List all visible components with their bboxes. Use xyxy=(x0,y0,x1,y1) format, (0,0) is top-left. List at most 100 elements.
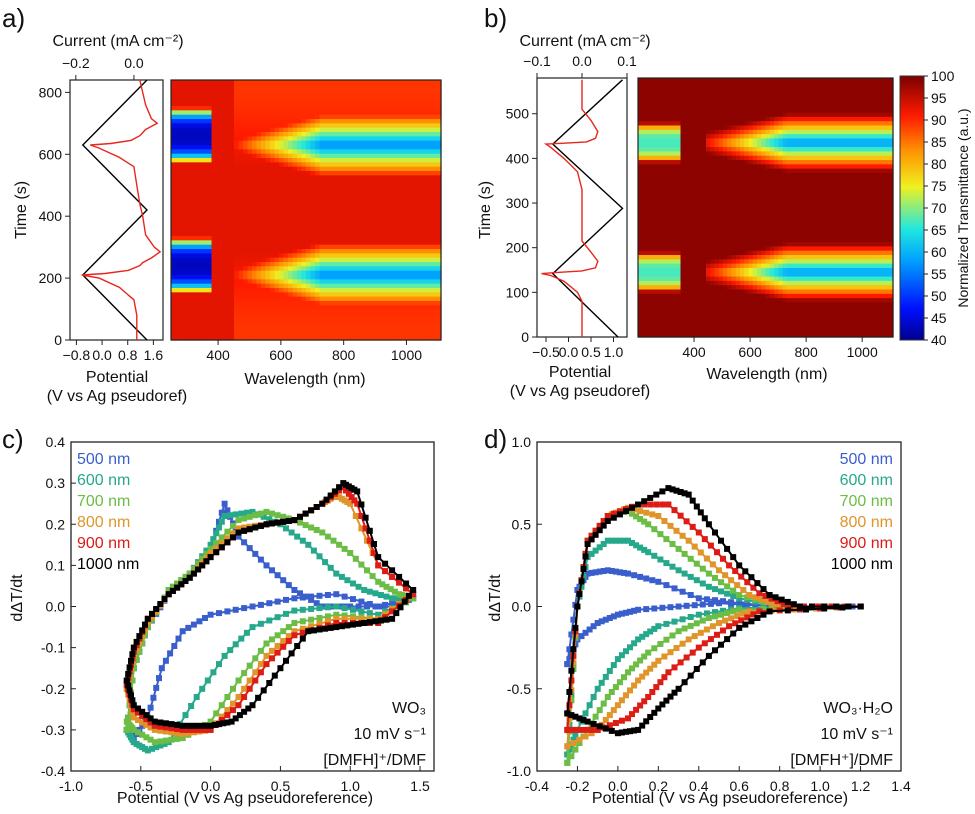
heatmap-cell xyxy=(297,292,303,298)
heatmap-cell xyxy=(706,164,711,170)
heatmap-cell xyxy=(387,153,393,159)
heatmap-cell xyxy=(718,280,724,286)
x-tick-label: −0.8 xyxy=(63,347,91,363)
heatmap-cell xyxy=(373,184,379,189)
heatmap-cell xyxy=(247,119,253,124)
heatmap-cell xyxy=(387,262,393,267)
heatmap-cell xyxy=(676,168,682,174)
heatmap-cell xyxy=(247,201,253,207)
heatmap-cell xyxy=(650,289,656,295)
heatmap-cell xyxy=(265,145,271,150)
heatmap-cell xyxy=(369,149,375,155)
heatmap-cell xyxy=(270,301,276,306)
heatmap-cell xyxy=(355,110,361,116)
heatmap-cell xyxy=(319,253,325,259)
heatmap-cell xyxy=(193,214,199,220)
heatmap-cell xyxy=(351,318,357,324)
heatmap-cell xyxy=(396,270,402,276)
heatmap-cell xyxy=(672,229,677,234)
heatmap-cell xyxy=(171,240,177,246)
heatmap-cell xyxy=(423,119,429,124)
heatmap-cell xyxy=(689,78,694,83)
heatmap-cell xyxy=(655,147,660,152)
heatmap-cell xyxy=(373,188,379,194)
heatmap-cell xyxy=(301,93,307,98)
heatmap-cell xyxy=(409,270,415,276)
heatmap-cell xyxy=(310,197,316,202)
heatmap-cell xyxy=(405,296,411,302)
heatmap-cell xyxy=(680,211,686,217)
heatmap-cell xyxy=(369,301,375,306)
heatmap-cell xyxy=(723,328,728,334)
heatmap-cell xyxy=(216,283,222,289)
heatmap-cell xyxy=(355,305,361,311)
heatmap-cell xyxy=(261,270,267,276)
heatmap-cell xyxy=(274,257,280,263)
heatmap-cell xyxy=(274,318,280,324)
heatmap-cell xyxy=(642,285,648,291)
heatmap-cell xyxy=(646,263,652,269)
heatmap-cell xyxy=(283,262,289,267)
heatmap-cell xyxy=(684,280,690,286)
heatmap-cell xyxy=(279,97,285,103)
heatmap-cell xyxy=(409,266,415,272)
heatmap-cell xyxy=(400,162,406,168)
heatmap-cell xyxy=(727,151,733,157)
heatmap-cell xyxy=(659,276,665,282)
heatmap-cell xyxy=(650,263,656,269)
heatmap-cell xyxy=(171,158,177,163)
heatmap-cell xyxy=(256,93,262,98)
heatmap-cell xyxy=(718,237,724,243)
heatmap-cell xyxy=(229,84,235,90)
heatmap-cell xyxy=(727,293,733,299)
heatmap-cell xyxy=(202,309,208,315)
heatmap-cell xyxy=(243,283,249,289)
heatmap-cell xyxy=(171,140,177,146)
heatmap-cell xyxy=(351,249,357,254)
heatmap-cell xyxy=(211,331,217,337)
heatmap-cell xyxy=(684,121,690,127)
heatmap-cell xyxy=(396,279,402,285)
heatmap-cell xyxy=(270,127,276,133)
heatmap-cell xyxy=(292,97,298,103)
heatmap-cell xyxy=(667,246,673,252)
heatmap-cell xyxy=(234,179,240,185)
heatmap-cell xyxy=(351,175,357,181)
heatmap-cell xyxy=(718,229,724,234)
heatmap-cell xyxy=(243,197,249,202)
heatmap-cell xyxy=(243,322,249,328)
heatmap-cell xyxy=(659,293,665,299)
heatmap-cell xyxy=(175,301,181,306)
heatmap-cell xyxy=(297,88,303,94)
heatmap-cell xyxy=(382,296,388,302)
heatmap-cell xyxy=(346,145,352,150)
heatmap-cell xyxy=(360,227,366,233)
heatmap-cell xyxy=(427,110,433,116)
heatmap-cell xyxy=(646,121,652,127)
heatmap-cell xyxy=(315,136,321,142)
heatmap-cell xyxy=(283,197,289,202)
heatmap-cell xyxy=(270,171,276,176)
heatmap-cell xyxy=(680,99,686,105)
heatmap-cell xyxy=(229,119,235,124)
heatmap-cell xyxy=(328,97,334,103)
heatmap-cell xyxy=(229,110,235,116)
heatmap-cell xyxy=(405,227,411,233)
heatmap-cell xyxy=(193,119,199,124)
heatmap-cell xyxy=(701,190,707,196)
heatmap-cell xyxy=(659,95,665,101)
heatmap-cell xyxy=(283,93,289,98)
heatmap-cell xyxy=(243,318,249,324)
heatmap-cell xyxy=(207,123,213,129)
heatmap-cell xyxy=(400,270,406,276)
y-tick-label: 800 xyxy=(39,84,63,100)
heatmap-cell xyxy=(436,301,442,306)
y-tick-label: 200 xyxy=(506,240,530,256)
heatmap-cell xyxy=(710,190,716,196)
heatmap-cell xyxy=(243,158,249,163)
heatmap-cell xyxy=(220,80,226,85)
heatmap-cell xyxy=(684,103,690,109)
heatmap-cell xyxy=(270,288,276,293)
heatmap-cell xyxy=(288,188,294,194)
heatmap-cell xyxy=(306,171,312,176)
